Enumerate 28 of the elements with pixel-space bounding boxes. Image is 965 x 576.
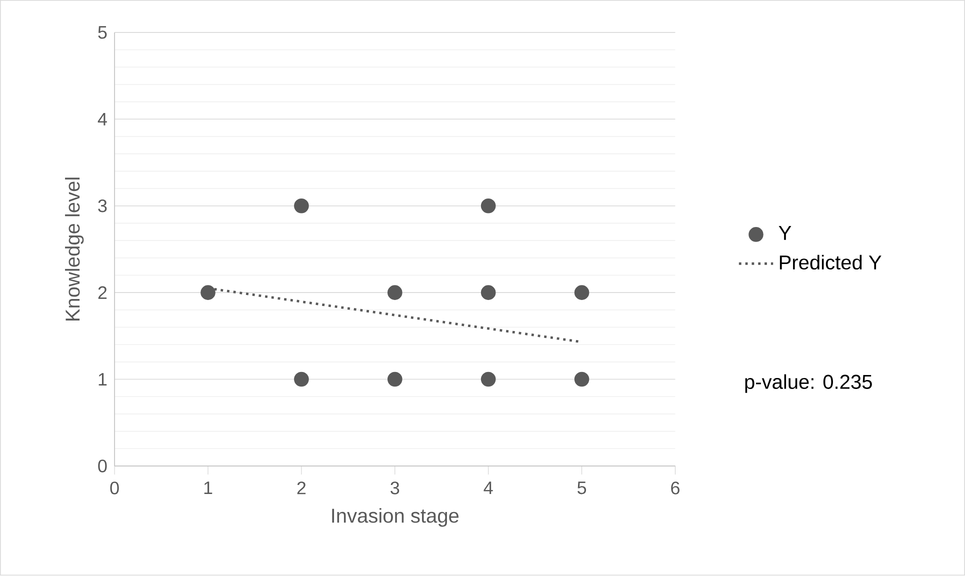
y-tick-label: 0	[98, 460, 107, 473]
point	[200, 285, 216, 300]
x-tick-label: 5	[578, 482, 586, 494]
y-tick-label: 1	[98, 373, 107, 386]
x-tick-label: 2	[297, 482, 306, 494]
y-axis-title: Knowledge level	[65, 178, 84, 321]
y-tick-label: 2	[98, 286, 107, 300]
point	[387, 285, 402, 300]
point	[574, 372, 590, 387]
x-tick-label: 3	[390, 482, 400, 495]
y-tick-label: 4	[98, 113, 107, 126]
x-tick-label: 1	[204, 482, 212, 494]
x-axis-title: Invasion stage	[332, 508, 459, 527]
y-tick-label: 3	[98, 200, 107, 212]
y-tick-label: 5	[98, 26, 107, 39]
point	[294, 198, 309, 214]
point	[574, 285, 590, 300]
legend-label: Y	[778, 226, 792, 240]
text: p-value: 0.235	[745, 374, 872, 394]
x-tick-label: 0	[110, 482, 119, 495]
x-tick-label: 4	[484, 482, 493, 494]
point	[480, 285, 496, 300]
point	[480, 198, 496, 214]
point	[480, 372, 496, 387]
legend-label: Predicted Y	[780, 255, 882, 270]
x-tick-label: 6	[671, 482, 680, 495]
point	[294, 372, 309, 387]
point	[387, 372, 402, 387]
